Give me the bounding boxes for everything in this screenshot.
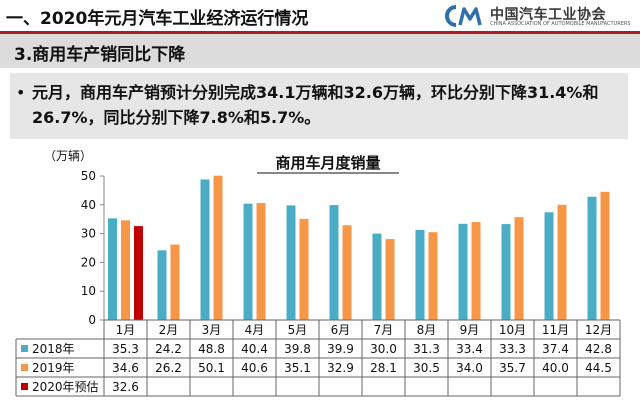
bar-2018年	[415, 229, 425, 320]
bar-2018年	[243, 203, 253, 320]
data-label: 32.9	[327, 361, 354, 375]
data-label: 48.8	[198, 342, 225, 356]
chart-title: 商用车月度销量	[275, 154, 380, 172]
x-tick-label: 1月	[116, 323, 136, 337]
data-label: 33.3	[499, 342, 526, 356]
bar-2019年	[256, 203, 266, 320]
data-label: 50.1	[198, 361, 225, 375]
bar-2018年	[157, 250, 167, 320]
data-label: 35.3	[112, 342, 139, 356]
y-tick-label: 50	[81, 169, 96, 183]
bar-2019年	[213, 175, 223, 320]
bar-2020年预估	[134, 226, 143, 320]
bar-2018年	[286, 205, 296, 320]
bar-2018年	[587, 196, 597, 320]
bar-2018年	[458, 223, 468, 320]
bar-2018年	[200, 179, 210, 320]
legend-swatch-2019年	[21, 364, 28, 371]
bar-2019年	[471, 222, 481, 320]
data-label: 30.5	[413, 361, 440, 375]
data-label: 40.4	[241, 342, 268, 356]
summary-text: 元月，商用车产销预计分别完成34.1万辆和32.6万辆，环比分别下降31.4%和…	[32, 83, 599, 127]
data-label: 33.4	[456, 342, 483, 356]
y-tick-label: 0	[88, 313, 96, 327]
chart-axes: 0 10 20 30 40 50	[81, 169, 105, 327]
data-label: 28.1	[370, 361, 397, 375]
bar-2019年	[121, 220, 130, 320]
bar-2018年	[108, 218, 117, 320]
x-tick-label: 2月	[159, 323, 179, 337]
data-label: 39.9	[327, 342, 354, 356]
legend-label: 2019年	[32, 361, 75, 375]
data-label: 34.0	[456, 361, 483, 375]
legend-swatch-2020年预估	[21, 383, 28, 390]
bar-2019年	[600, 191, 610, 320]
y-tick-label: 20	[81, 255, 96, 269]
data-label: 42.8	[585, 342, 612, 356]
logo-text-en: CHINA ASSOCIATION OF AUTOMOBILE MANUFACT…	[490, 21, 631, 27]
y-tick-label: 10	[81, 284, 96, 298]
page-title: 一、2020年元月汽车工业经济运行情况	[6, 9, 309, 29]
header-divider	[0, 31, 640, 34]
y-tick-label: 30	[81, 227, 96, 241]
data-label: 35.7	[499, 361, 526, 375]
section-bar: 3.商用车产销同比下降	[0, 34, 640, 68]
bar-2019年	[342, 225, 352, 320]
caam-logo-icon	[445, 5, 482, 27]
x-tick-label: 12月	[585, 323, 612, 337]
x-tick-label: 8月	[417, 323, 437, 337]
legend-swatch-2018年	[21, 345, 28, 352]
bullet-icon: •	[16, 83, 26, 102]
x-tick-label: 7月	[374, 323, 394, 337]
data-label: 40.6	[241, 361, 268, 375]
logo-text-cn: 中国汽车工业协会	[490, 7, 606, 23]
data-label: 34.6	[112, 361, 139, 375]
legend-label: 2020年预估	[32, 380, 99, 394]
sales-chart: 商用车月度销量 （万辆） 0 10 20 30 40 50 1月 2月 3月 4月 5月 6月 7月 8…	[0, 148, 640, 417]
data-label: 39.8	[284, 342, 311, 356]
bar-2018年	[544, 212, 554, 320]
header: 一、2020年元月汽车工业经济运行情况 中国汽车工业协会 CHINA ASSOC…	[0, 0, 640, 31]
bar-2019年	[557, 204, 567, 320]
data-label: 24.2	[155, 342, 182, 356]
data-label: 40.0	[542, 361, 569, 375]
chart-canvas: 商用车月度销量 （万辆） 0 10 20 30 40 50 1月 2月 3月 4月 5月 6月 7月 8…	[15, 149, 621, 397]
bar-2018年	[329, 205, 339, 320]
data-label: 32.6	[112, 380, 139, 394]
x-tick-label: 5月	[288, 323, 308, 337]
section-title: 3.商用车产销同比下降	[14, 45, 186, 65]
y-axis-label: （万辆）	[44, 149, 92, 163]
data-label: 37.4	[542, 342, 569, 356]
summary-box: • 元月，商用车产销预计分别完成34.1万辆和32.6万辆，环比分别下降31.4…	[10, 73, 628, 139]
y-tick-label: 40	[81, 198, 96, 212]
data-label: 26.2	[155, 361, 182, 375]
bar-2019年	[299, 218, 309, 320]
data-label: 35.1	[284, 361, 311, 375]
bar-2019年	[170, 244, 180, 320]
data-label: 30.0	[370, 342, 397, 356]
bar-2019年	[428, 232, 438, 320]
x-tick-label: 10月	[499, 323, 526, 337]
data-table: 1月 2月 3月 4月 5月 6月 7月 8月 9月 10月 11月 12月 2018年 35.3 24.2…	[15, 319, 621, 397]
x-tick-label: 4月	[245, 323, 265, 337]
legend-label: 2018年	[32, 342, 75, 356]
chart-bars	[108, 175, 610, 320]
bar-2019年	[385, 239, 395, 320]
data-label: 31.3	[413, 342, 440, 356]
x-tick-label: 3月	[202, 323, 222, 337]
bar-2018年	[501, 224, 511, 320]
caam-logo: 中国汽车工业协会 CHINA ASSOCIATION OF AUTOMOBILE…	[442, 2, 636, 30]
x-tick-label: 9月	[460, 323, 480, 337]
bar-2019年	[514, 217, 524, 320]
x-tick-label: 6月	[331, 323, 351, 337]
bar-2018年	[372, 233, 382, 320]
data-label: 44.5	[585, 361, 612, 375]
x-tick-label: 11月	[542, 323, 569, 337]
